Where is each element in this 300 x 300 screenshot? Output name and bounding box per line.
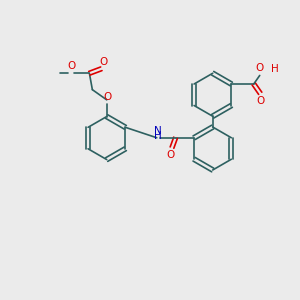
- Text: N: N: [154, 126, 161, 136]
- Text: O: O: [257, 96, 265, 106]
- Text: O: O: [167, 150, 175, 160]
- Text: O: O: [103, 92, 111, 102]
- Text: O: O: [67, 61, 76, 71]
- Text: O: O: [100, 57, 108, 67]
- Text: H: H: [272, 64, 279, 74]
- Text: O: O: [256, 63, 264, 73]
- Text: H: H: [154, 131, 161, 141]
